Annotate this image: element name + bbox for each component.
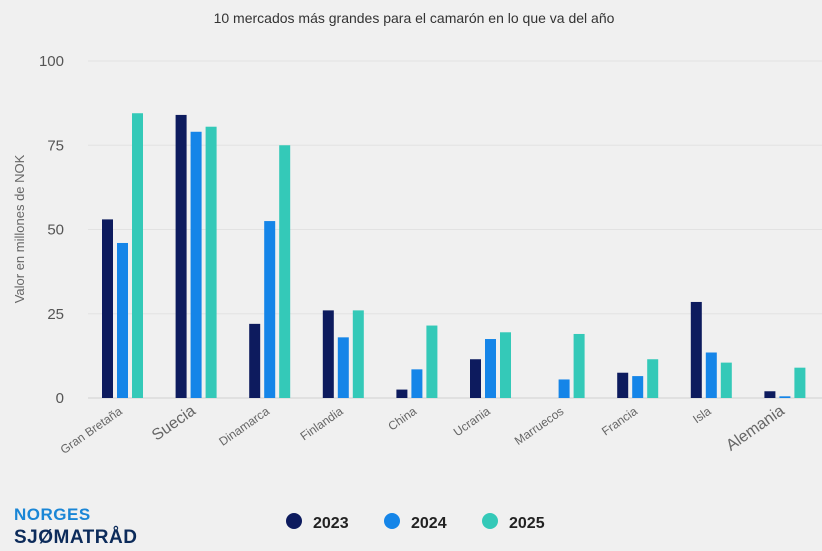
bar-2023 xyxy=(396,389,408,398)
legend-marker-2025 xyxy=(482,513,498,529)
y-tick-label: 25 xyxy=(47,306,64,323)
bar-2025 xyxy=(573,333,585,398)
bar-2025 xyxy=(132,113,143,399)
y-tick-label: 75 xyxy=(47,137,64,154)
bar-2023 xyxy=(690,301,702,398)
bar-2023 xyxy=(764,391,776,398)
bar-2024 xyxy=(779,396,791,398)
chart-title: 10 mercados más grandes para el camarón … xyxy=(214,10,615,26)
logo-line1: NORGES xyxy=(14,505,91,524)
bar-2024 xyxy=(411,369,423,398)
x-tick-label: Gran Bretaña xyxy=(58,404,125,457)
bars xyxy=(102,113,806,399)
bar-2025 xyxy=(352,310,364,398)
y-tick-label: 50 xyxy=(47,222,64,239)
y-axis-ticks: 0 25 50 75 100 xyxy=(39,53,64,407)
bar-2023 xyxy=(175,114,187,399)
bar-2024 xyxy=(190,131,202,398)
bar-2024 xyxy=(264,221,276,398)
bar-2024 xyxy=(117,242,128,398)
x-tick-label: Isla xyxy=(690,404,714,426)
bar-2025 xyxy=(426,325,438,398)
legend-label-2025: 2025 xyxy=(509,515,545,532)
norges-sjomatrad-logo: NORGES SJØMATRÅD xyxy=(14,505,137,548)
x-tick-label: Dinamarca xyxy=(216,404,272,449)
x-tick-label: Finlandia xyxy=(298,404,346,444)
legend: 2023 2024 2025 xyxy=(286,513,545,532)
bar-2024 xyxy=(485,339,496,398)
x-tick-label: Suecia xyxy=(149,402,199,444)
x-tick-label: Alemania xyxy=(723,402,787,454)
bar-2023 xyxy=(470,359,481,398)
bar-2024 xyxy=(632,376,644,398)
y-tick-label: 100 xyxy=(39,53,64,70)
bar-2024 xyxy=(705,352,717,398)
bar-2025 xyxy=(279,145,291,398)
bar-2025 xyxy=(720,362,732,398)
bar-2023 xyxy=(102,219,113,398)
y-axis-label: Valor en millones de NOK xyxy=(12,154,27,303)
x-tick-label: Marruecos xyxy=(512,404,566,448)
bar-2023 xyxy=(322,310,334,398)
legend-marker-2023 xyxy=(286,513,302,529)
logo-line2: SJØMATRÅD xyxy=(14,527,137,548)
bar-2025 xyxy=(794,367,806,398)
legend-label-2024: 2024 xyxy=(411,515,447,532)
bar-2025 xyxy=(647,359,659,398)
x-axis-ticks: Gran Bretaña Suecia Dinamarca Finlandia Chin… xyxy=(58,402,788,456)
bar-2023 xyxy=(617,372,629,398)
bar-2024 xyxy=(337,337,349,398)
legend-marker-2024 xyxy=(384,513,400,529)
bar-2025 xyxy=(205,126,217,398)
bar-2024 xyxy=(558,379,570,398)
legend-label-2023: 2023 xyxy=(313,515,349,532)
x-tick-label: Francia xyxy=(599,404,640,439)
bar-2023 xyxy=(249,323,261,398)
x-tick-label: Ucrania xyxy=(451,404,493,439)
y-tick-label: 0 xyxy=(56,390,64,407)
x-tick-label: China xyxy=(385,404,419,434)
bar-2025 xyxy=(500,332,511,398)
